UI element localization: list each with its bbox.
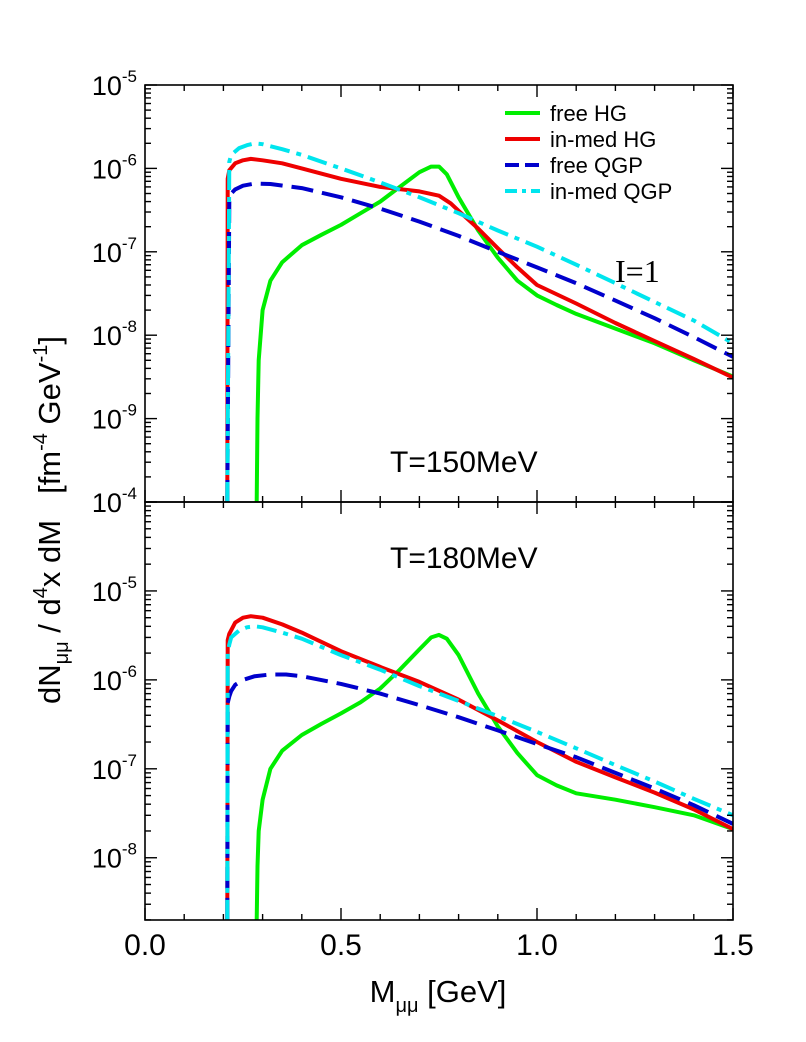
y-tick-label-base: 10	[92, 71, 122, 101]
y-tick-label: 10-6	[92, 662, 137, 696]
y-label-units-b: GeV	[32, 362, 67, 433]
y-tick-label-exp: -8	[122, 317, 137, 336]
x-tick-label: 1.0	[516, 929, 558, 962]
bottom-panel-curves	[225, 614, 733, 920]
bot-series-in-med-qgp	[225, 624, 733, 920]
y-label-denom-b: x dM	[32, 520, 67, 587]
y-tick-label: 10-7	[92, 751, 137, 785]
svg-text:dNμμ / d4x dM[fm-4 GeV-1]: dNμμ / d4x dM [fm-4 GeV-1]	[30, 336, 73, 704]
y-tick-label-exp: -8	[122, 840, 137, 859]
x-tick-label: 0.5	[320, 929, 362, 962]
y-tick-label: 10-5	[92, 573, 137, 607]
y-axis-label: dNμμ / d4x dM [fm-4 GeV-1]	[30, 336, 73, 704]
bot-series-free-hg	[254, 632, 733, 920]
bottom-panel-frame	[144, 501, 734, 921]
y-label-units-a: [fm	[32, 451, 67, 494]
top-panel-y-tick-labels: 10-510-610-710-810-910-4	[92, 67, 137, 518]
y-tick-label: 10-7	[92, 234, 137, 268]
y-tick-label-exp: -9	[122, 401, 137, 420]
y-tick-label-base: 10	[92, 154, 122, 184]
top-series-free-hg	[254, 164, 733, 502]
bottom-panel: 10-510-610-710-8 T=180MeV	[92, 501, 734, 921]
top-panel: 10-510-610-710-810-910-4 T=150MeV I=1 fr…	[92, 67, 734, 518]
top-panel-temperature-label: T=150MeV	[390, 446, 538, 479]
legend-label-free-hg: free HG	[550, 101, 627, 126]
x-tick-label: 1.5	[712, 929, 754, 962]
x-tick-labels: 0.0 0.5 1.0 1.5	[124, 929, 754, 962]
y-tick-label-base: 10	[92, 405, 122, 435]
y-tick-label: 10-8	[92, 840, 137, 874]
y-tick-label-exp: -6	[122, 662, 137, 681]
y-tick-label-base: 10	[92, 238, 122, 268]
y-tick-label-base: 10	[92, 844, 122, 874]
legend-label-in-med-qgp: in-med QGP	[550, 179, 672, 204]
y-tick-label-exp: -7	[122, 751, 137, 770]
top-panel-curves	[225, 141, 733, 502]
y-tick-label-base: 10	[92, 755, 122, 785]
bot-series-in-med-hg	[225, 614, 733, 920]
y-tick-label-base: 10	[92, 488, 122, 518]
top-panel-isospin-label: I=1	[615, 253, 660, 289]
y-tick-label: 10-4	[92, 484, 137, 518]
y-tick-label-base: 10	[92, 577, 122, 607]
bottom-panel-temperature-label: T=180MeV	[390, 542, 538, 575]
y-tick-label-exp: -4	[122, 484, 137, 503]
y-tick-label: 10-9	[92, 401, 137, 435]
top-series-free-qgp	[225, 181, 733, 502]
y-tick-label: 10-8	[92, 317, 137, 351]
top-series-in-med-hg	[225, 156, 733, 502]
y-tick-label: 10-5	[92, 67, 137, 101]
y-label-num-sub: μμ	[51, 641, 73, 664]
y-tick-label-exp: -6	[122, 150, 137, 169]
y-tick-label-exp: -5	[122, 67, 137, 86]
legend-label-free-qgp: free QGP	[550, 153, 643, 178]
y-tick-label-exp: -7	[122, 234, 137, 253]
y-label-units-sup2: -1	[30, 345, 52, 363]
top-series-in-med-qgp	[225, 141, 733, 502]
x-tick-label: 0.0	[124, 929, 166, 962]
x-label-unit: [GeV]	[419, 974, 507, 1009]
y-tick-label-exp: -5	[122, 573, 137, 592]
x-label-main: M	[370, 974, 396, 1009]
y-label-denom-a: / d	[32, 598, 67, 641]
x-axis-label: Mμμ [GeV]	[370, 974, 507, 1017]
bottom-panel-y-tick-labels: 10-510-610-710-8	[92, 573, 137, 874]
y-tick-label-base: 10	[92, 321, 122, 351]
y-label-units-sup1: -4	[30, 433, 52, 451]
y-label-denom-sup: 4	[30, 587, 52, 598]
y-label-num-main: dN	[32, 664, 67, 704]
y-label-units-c: ]	[32, 336, 67, 345]
y-tick-label: 10-6	[92, 150, 137, 184]
x-label-sub: μμ	[395, 995, 418, 1017]
legend-label-in-med-hg: in-med HG	[550, 127, 656, 152]
y-tick-label-base: 10	[92, 666, 122, 696]
bot-series-free-qgp	[225, 672, 733, 920]
